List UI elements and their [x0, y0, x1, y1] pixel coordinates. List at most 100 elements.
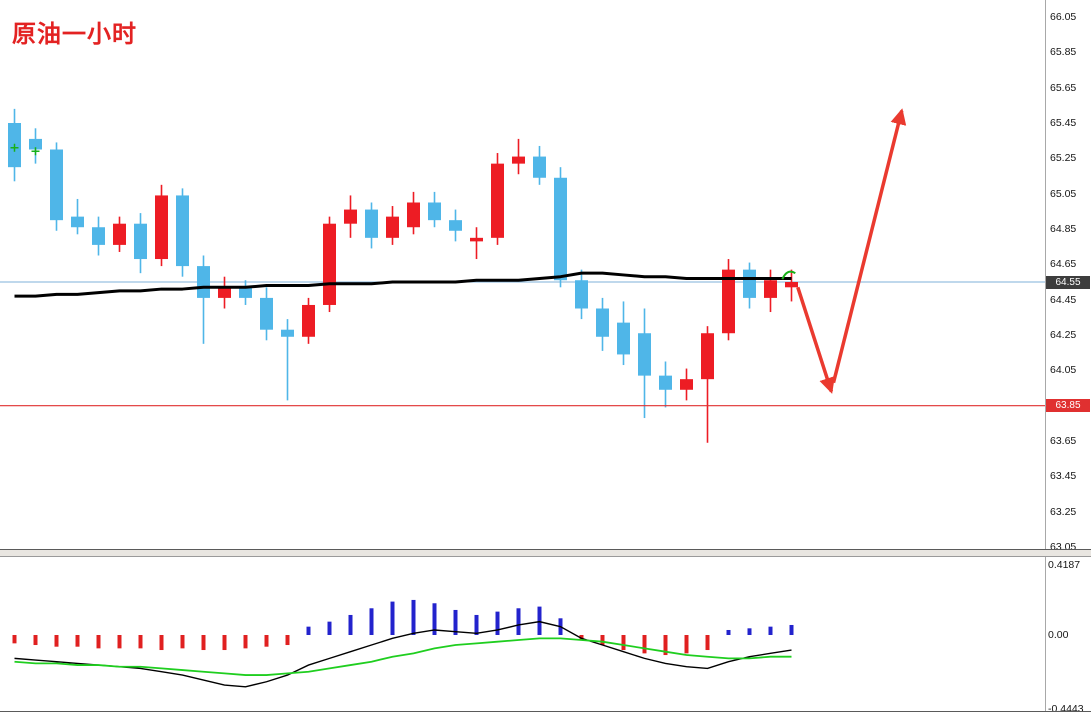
indicator-tick-label: 0.4187 — [1048, 559, 1081, 572]
candle-body — [512, 156, 525, 164]
candle-body — [134, 223, 147, 260]
price-tick-label: 65.85 — [1050, 46, 1077, 59]
macd-histogram-bar — [390, 601, 395, 635]
macd-histogram-bar — [264, 635, 269, 647]
candle-body — [785, 282, 798, 288]
candle-body — [197, 266, 210, 298]
chart-title: 原油一小时 — [12, 21, 137, 48]
price-tick-label: 66.05 — [1050, 11, 1077, 23]
macd-histogram-bar — [726, 629, 731, 635]
candle-body — [344, 209, 357, 224]
macd-histogram-bar — [33, 635, 38, 646]
plus-marker — [10, 143, 19, 152]
macd-histogram-bar — [12, 635, 17, 644]
macd-histogram-bar — [96, 635, 101, 649]
macd-histogram-bar — [348, 614, 353, 635]
macd-histogram-bar — [75, 635, 80, 647]
price-chart-panel[interactable] — [0, 108, 1083, 443]
price-tick-label: 65.45 — [1050, 117, 1077, 129]
macd-line — [14, 620, 792, 688]
candle-body — [176, 195, 189, 267]
price-tick-label: 63.45 — [1050, 470, 1077, 483]
projection-down-arrow — [796, 286, 835, 394]
candle-body — [92, 227, 105, 245]
macd-histogram-bar — [600, 635, 605, 646]
macd-histogram-bar — [411, 599, 416, 635]
projection-up-arrow — [831, 108, 907, 384]
price-tick-label: 65.65 — [1050, 81, 1077, 94]
candle-body — [575, 280, 588, 309]
candle-body — [113, 223, 126, 245]
candle-body — [491, 163, 504, 238]
macd-histogram-bar — [285, 635, 290, 646]
candle-body — [323, 223, 336, 305]
macd-histogram-bar — [768, 626, 773, 635]
price-tick-label: 64.85 — [1050, 223, 1077, 235]
candle-body — [281, 329, 294, 337]
macd-histogram-bar — [180, 635, 185, 649]
candle-body — [722, 269, 735, 334]
candle-body — [554, 177, 567, 281]
bottom-border — [0, 711, 1091, 722]
candle-body — [701, 333, 714, 380]
entry-marker — [781, 270, 796, 280]
price-tick-label: 64.05 — [1050, 364, 1077, 377]
macd-indicator-panel[interactable] — [12, 599, 794, 688]
candle-body — [449, 220, 462, 231]
macd-histogram-bar — [117, 635, 122, 649]
candle-body — [533, 156, 546, 178]
macd-histogram-bar — [54, 635, 59, 647]
panel-splitter[interactable] — [0, 549, 1091, 557]
macd-histogram-bar — [432, 603, 437, 635]
macd-histogram-bar — [243, 635, 248, 649]
candle-body — [155, 195, 168, 260]
macd-histogram-bar — [621, 635, 626, 651]
moving-average-line — [14, 271, 792, 298]
price-tick-label: 64.45 — [1050, 293, 1077, 306]
macd-histogram-bar — [222, 635, 227, 651]
price-tick-label: 64.65 — [1050, 258, 1077, 271]
candle-body — [239, 287, 252, 298]
macd-histogram-bar — [369, 608, 374, 635]
macd-histogram-bar — [159, 635, 164, 651]
price-tick-label: 65.05 — [1050, 187, 1077, 200]
macd-histogram-bar — [537, 606, 542, 635]
candle-body — [407, 202, 420, 228]
macd-histogram-bar — [453, 609, 458, 635]
macd-histogram-bar — [642, 635, 647, 654]
candle-body — [680, 379, 693, 390]
price-tick-label: 63.65 — [1050, 435, 1077, 447]
candle-body — [596, 308, 609, 337]
plus-marker — [31, 147, 40, 156]
candle-body — [470, 237, 483, 242]
price-tick-label: 64.25 — [1050, 329, 1077, 341]
candle-body — [764, 280, 777, 298]
macd-histogram-bar — [579, 635, 584, 641]
macd-histogram-bar — [327, 621, 332, 635]
macd-histogram-bar — [684, 635, 689, 654]
candle-body — [365, 209, 378, 238]
macd-histogram-bar — [705, 635, 710, 651]
candle-body — [386, 216, 399, 238]
macd-histogram-bar — [495, 611, 500, 635]
candle-body — [659, 375, 672, 390]
macd-histogram-bar — [306, 626, 311, 635]
candle-body — [302, 304, 315, 337]
signal-line — [14, 637, 792, 676]
macd-histogram-bar — [516, 608, 521, 635]
current-price-tag: 64.55 — [1046, 275, 1090, 289]
candle-body — [743, 269, 756, 298]
candle-body — [428, 202, 441, 221]
macd-histogram-bar — [138, 635, 143, 649]
price-tick-label: 63.25 — [1050, 505, 1077, 518]
support-price-tag: 63.85 — [1046, 399, 1090, 413]
candle-body — [638, 333, 651, 376]
price-tick-label: 65.25 — [1050, 152, 1077, 165]
axis-separator-line — [1045, 0, 1046, 722]
candle-body — [50, 149, 63, 221]
candle-body — [218, 287, 231, 298]
macd-histogram-bar — [663, 635, 668, 656]
macd-histogram-bar — [474, 614, 479, 635]
